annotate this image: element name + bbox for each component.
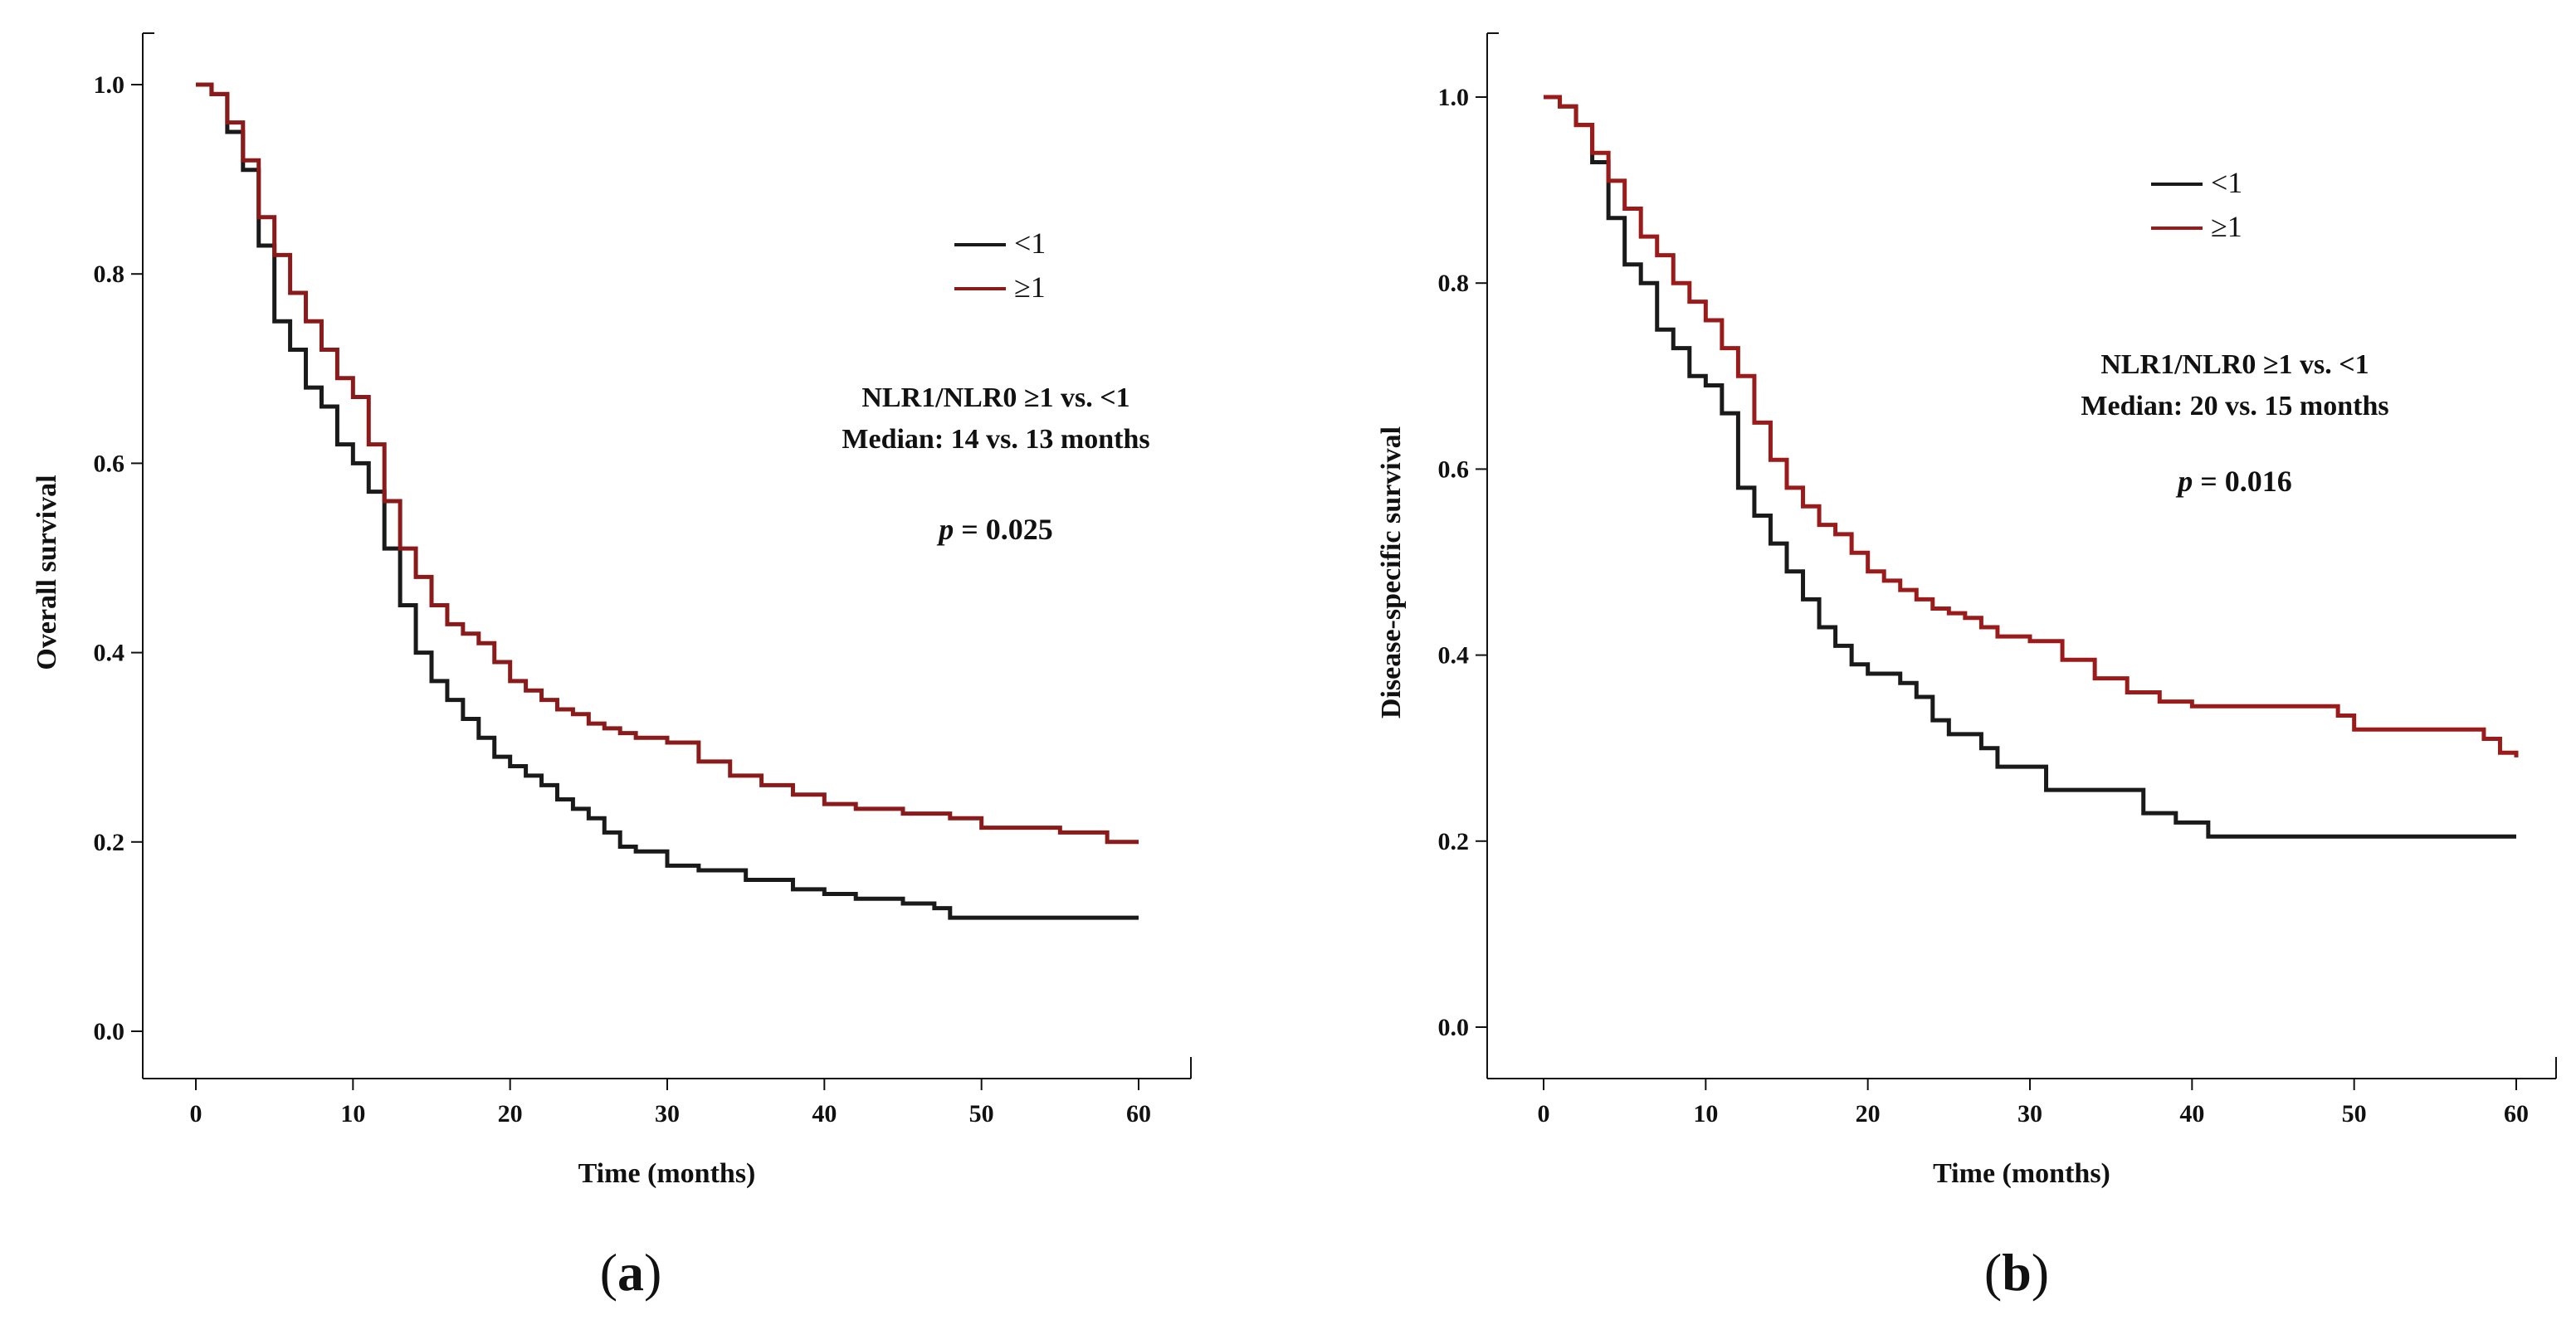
y-tick-label: 0.2 <box>1438 828 1470 855</box>
x-tick-label: 60 <box>1126 1100 1151 1128</box>
y-tick-label: 0.4 <box>94 640 125 667</box>
y-tick-label: 1.0 <box>1438 84 1470 111</box>
p-value-number: = 0.025 <box>954 513 1053 546</box>
comparison-annotation: NLR1/NLR0 ≥1 vs. <1 <box>2100 349 2369 380</box>
survival-curve-ge1 <box>1544 95 2519 757</box>
y-tick-label: 0.0 <box>1438 1014 1470 1041</box>
x-tick-label: 10 <box>1693 1100 1718 1128</box>
x-tick-label: 40 <box>2179 1100 2204 1128</box>
y-tick-label: 0.2 <box>94 829 125 856</box>
y-axis-label: Disease-specific survival <box>1376 426 1407 718</box>
p-value-symbol: p <box>936 513 954 546</box>
x-tick-label: 10 <box>340 1100 365 1128</box>
y-tick-label: 0.6 <box>1438 455 1470 483</box>
comparison-annotation: NLR1/NLR0 ≥1 vs. <1 <box>861 382 1129 413</box>
legend-label: ≥1 <box>2211 210 2242 243</box>
legend-label: ≥1 <box>1014 270 1046 304</box>
panel-caption: (a) <box>600 1243 662 1302</box>
survival-curve-lt1 <box>1544 95 2516 839</box>
legend-label: <1 <box>1014 226 1046 260</box>
x-tick-label: 50 <box>969 1100 994 1128</box>
legend-label: <1 <box>2211 166 2242 199</box>
p-value-symbol: p <box>2175 465 2193 498</box>
p-value-number: = 0.016 <box>2193 465 2292 498</box>
panel-caption: (b) <box>1984 1243 2049 1302</box>
survival-curve-ge1 <box>196 82 1139 845</box>
y-tick-label: 0.4 <box>1438 642 1470 670</box>
panel-caption-letter: b <box>2002 1243 2032 1302</box>
survival-curve-lt1 <box>196 82 1139 920</box>
x-axis-label: Time (months) <box>578 1158 756 1189</box>
x-tick-label: 30 <box>2017 1100 2042 1128</box>
y-tick-label: 0.0 <box>94 1018 125 1045</box>
p-value: p = 0.016 <box>2175 465 2292 498</box>
panel-a: 0.0 0.2 0.4 0.6 0.8 1.0 0 10 20 30 40 50 60 Time (mon… <box>32 32 1192 1302</box>
x-tick-label: 20 <box>498 1100 523 1128</box>
x-tick-label: 50 <box>2342 1100 2367 1128</box>
x-tick-label: 20 <box>1856 1100 1881 1128</box>
x-tick-label: 30 <box>655 1100 680 1128</box>
x-axis-label: Time (months) <box>1933 1158 2110 1189</box>
y-tick-label: 0.6 <box>94 450 125 477</box>
x-tick-label: 0 <box>1538 1100 1550 1128</box>
y-axis-label: Overall survival <box>32 475 62 670</box>
y-tick-label: 0.8 <box>94 261 125 288</box>
panel-b: 0.0 0.2 0.4 0.6 0.8 1.0 0 10 20 30 40 50 60 Time (mon… <box>1376 32 2557 1302</box>
median-annotation: Median: 14 vs. 13 months <box>842 424 1149 455</box>
x-tick-label: 40 <box>812 1100 837 1128</box>
y-tick-label: 1.0 <box>94 71 125 99</box>
median-annotation: Median: 20 vs. 15 months <box>2081 391 2388 421</box>
p-value: p = 0.025 <box>936 513 1053 546</box>
x-tick-label: 60 <box>2504 1100 2529 1128</box>
x-tick-label: 0 <box>190 1100 202 1128</box>
panel-caption-letter: a <box>617 1243 644 1302</box>
y-tick-label: 0.8 <box>1438 270 1470 297</box>
